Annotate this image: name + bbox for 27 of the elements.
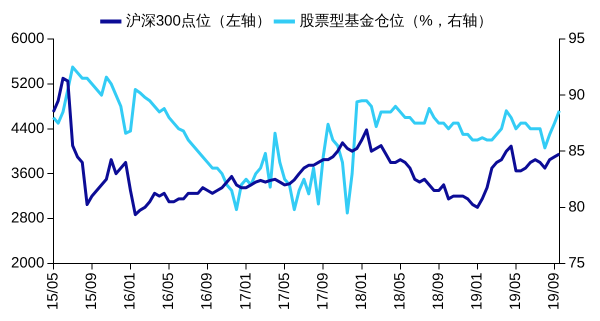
y-tick-label: 2800 bbox=[10, 210, 44, 227]
x-tick-label: 16/01 bbox=[122, 272, 139, 310]
x-tick-label: 19/05 bbox=[507, 272, 524, 310]
x-tick-label: 16/05 bbox=[160, 272, 178, 310]
y2-tick-label: 75 bbox=[568, 254, 586, 272]
x-tick-label: 16/09 bbox=[198, 272, 216, 310]
x-tick-label: 18/01 bbox=[352, 272, 370, 310]
x-tick-label: 17/09 bbox=[314, 272, 332, 310]
x-tick-label: 19/01 bbox=[468, 272, 486, 310]
y-tick-label: 3600 bbox=[10, 164, 44, 182]
y-tick-label: 4400 bbox=[10, 120, 44, 137]
y-tick-label: 6000 bbox=[10, 30, 44, 48]
x-tick-label: 17/05 bbox=[276, 272, 293, 310]
x-tick-label: 17/01 bbox=[237, 272, 254, 310]
x-tick-label: 15/09 bbox=[83, 272, 100, 310]
y2-tick-label: 90 bbox=[568, 86, 586, 104]
x-tick-label: 18/09 bbox=[430, 272, 447, 310]
y-tick-label: 5200 bbox=[10, 75, 44, 92]
x-tick-label: 15/05 bbox=[44, 272, 62, 310]
y2-tick-label: 85 bbox=[568, 142, 586, 160]
x-tick-label: 19/09 bbox=[546, 272, 563, 310]
legend-label: 股票型基金仓位（%，右轴） bbox=[299, 12, 493, 30]
y2-tick-label: 95 bbox=[568, 30, 586, 48]
y-tick-label: 2000 bbox=[10, 254, 44, 272]
legend-label: 沪深300点位（左轴） bbox=[126, 12, 271, 30]
x-tick-label: 18/05 bbox=[391, 272, 408, 310]
y2-tick-label: 80 bbox=[568, 198, 586, 216]
